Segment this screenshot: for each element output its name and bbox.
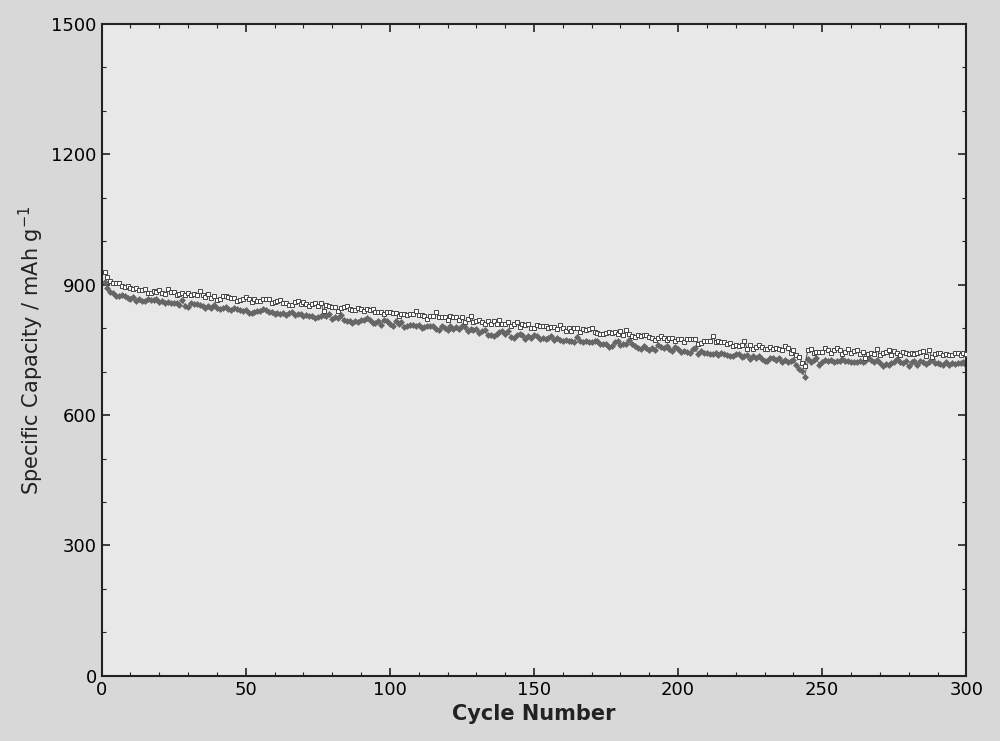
Y-axis label: Specific Capacity / mAh g$^{-1}$: Specific Capacity / mAh g$^{-1}$ <box>17 205 46 494</box>
X-axis label: Cycle Number: Cycle Number <box>452 705 616 725</box>
